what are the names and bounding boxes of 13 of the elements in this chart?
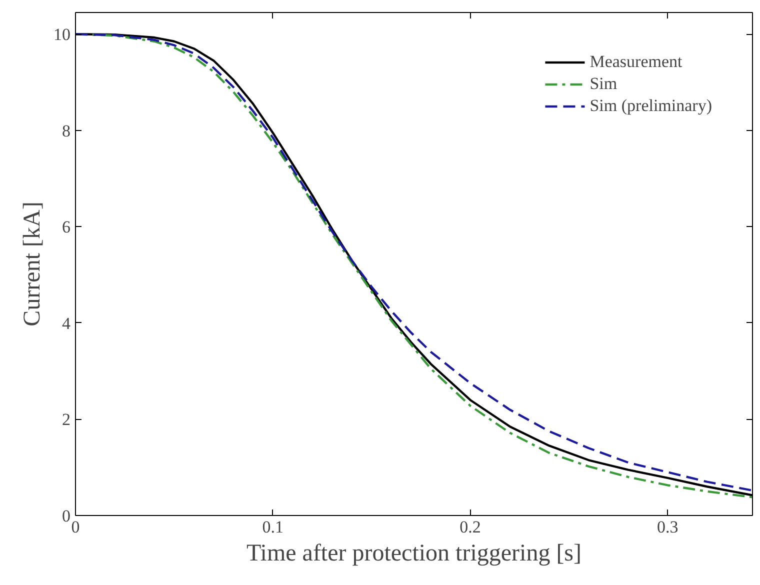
y-tick-label: 4 (62, 314, 71, 333)
x-tick-label: 0.2 (460, 518, 481, 536)
y-tick-label: 2 (62, 410, 70, 430)
x-tick-label: 0.3 (657, 518, 678, 536)
y-tick-label: 8 (62, 121, 70, 140)
legend-label: Sim (preliminary) (590, 96, 712, 116)
y-axis-title: Current [kA] (20, 202, 46, 326)
y-tick-label: 6 (62, 218, 70, 237)
x-tick-label: 0.1 (262, 518, 284, 536)
y-tick-label: 10 (54, 25, 70, 44)
legend-label: Sim (590, 74, 618, 94)
legend-label: Measurement (590, 52, 682, 72)
x-axis-title: Time after protection triggering [s] (246, 540, 582, 566)
